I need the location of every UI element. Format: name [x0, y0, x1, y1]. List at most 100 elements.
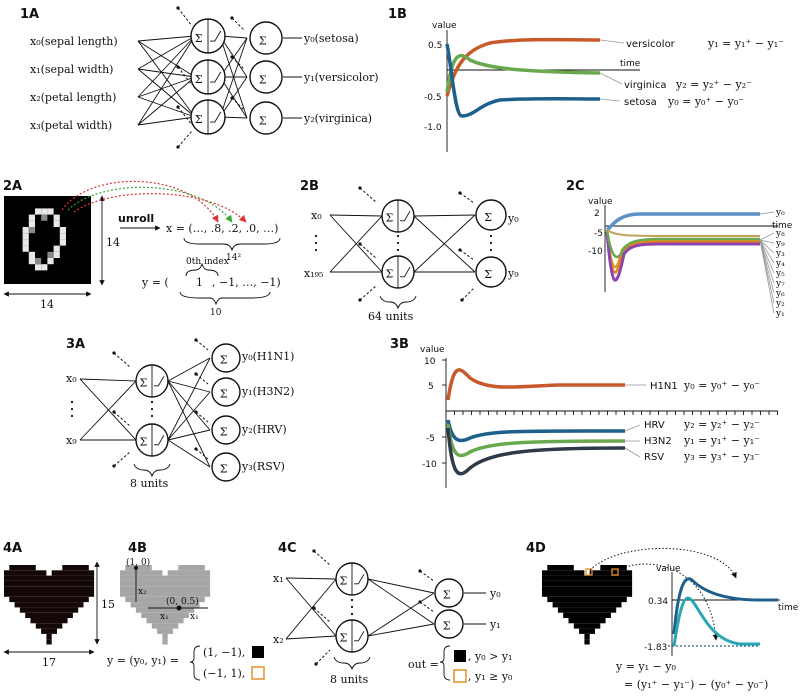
net4c-input-bottom: x₂ [273, 633, 284, 646]
chart-4d: value time 0.34 -1.83 [644, 564, 799, 656]
net3a-units-label: 8 units [130, 477, 169, 490]
unroll-label: unroll [118, 212, 154, 225]
heart-x2-label: x₂ [138, 587, 147, 597]
chart-1b-series-setosa [445, 43, 601, 118]
net3a-input-top: x₀ [66, 372, 77, 385]
net3a-output-node-0 [211, 343, 241, 373]
panel-label-1b: 1B [388, 7, 407, 22]
chart-2c-tick-0: 2 [594, 209, 600, 219]
svg-text:Σ: Σ [484, 268, 492, 281]
chart-3b: value 10 5 -5 -10 H1N1 y₀ = y₀⁺ − y₀⁻ HR… [420, 345, 778, 488]
chart-3b-value-label: value [420, 345, 445, 355]
index-brace [185, 262, 219, 277]
heart-black [4, 565, 95, 645]
chart-1b-eq-versicolor: y₁ = y₁⁺ − y₁⁻ [707, 37, 784, 50]
chart-3b-tick-3: -10 [422, 460, 437, 470]
chart-1b-value-label: value [432, 21, 457, 31]
chart-3b-series-hrv [446, 419, 626, 443]
panel-label-2c: 2C [566, 179, 585, 194]
svg-text:Σ: Σ [220, 354, 228, 367]
chart-3b-series-rsv [446, 427, 626, 476]
panel-label-2a: 2A [3, 179, 22, 194]
net4c-input-top: x₁ [273, 572, 284, 585]
y-vector-left: y = ( [141, 276, 169, 289]
heart-network: Σ Σ Σ Σ [285, 549, 486, 666]
svg-text:Σ: Σ [220, 426, 228, 439]
chart-1b-label-setosa: setosa [624, 97, 657, 108]
iris-input-1: x₁(sepal width) [30, 63, 113, 76]
net4c-units-brace [333, 656, 371, 671]
heart-y-def: y = (y₀, y₁) = [106, 654, 179, 667]
net2b-input-top: x₀ [311, 209, 322, 222]
panel-label-1a: 1A [20, 7, 39, 22]
net3a-output-3: y₃(RSV) [241, 460, 285, 473]
net3a-output-node-3 [211, 452, 241, 482]
chart-2c-tick-1: -5 [594, 229, 603, 239]
svg-text:Σ: Σ [386, 268, 394, 281]
chart-2c-label-1: y₈ [775, 229, 785, 239]
svg-text:Σ: Σ [140, 436, 148, 449]
x-vector-brace [183, 237, 281, 252]
chart-3b-eq-rsv: y₃ = y₃⁺ − y₃⁻ [683, 450, 760, 463]
net2b-units-brace [379, 295, 417, 310]
panel-label-2b: 2B [300, 179, 319, 194]
net2b-output-node-1 [475, 256, 507, 288]
svg-text:Σ: Σ [195, 32, 203, 45]
chart-2c-label-3: y₃ [775, 249, 785, 259]
svg-text:Σ: Σ [259, 34, 267, 47]
chart-2c-time-label: time [772, 221, 793, 231]
panel-label-4b: 4B [128, 541, 147, 556]
chart-1b-tick-2: -1.0 [424, 123, 442, 133]
svg-text:Σ: Σ [195, 113, 203, 126]
chart-2c-label-0: y₀ [775, 208, 785, 218]
panel-label-4c: 4C [278, 541, 297, 556]
chart-1b-eq-virginica: y₂ = y₂⁺ − y₂⁻ [675, 78, 752, 91]
chart-4d-value-label: value [656, 564, 681, 574]
net3a-output-node-2 [211, 415, 241, 445]
net3a-output-1: y₁(H3N2) [241, 385, 294, 398]
iris-output-0: y₀(setosa) [303, 32, 359, 45]
panel-label-4a: 4A [3, 541, 22, 556]
net2b-units-label: 64 units [368, 310, 414, 323]
mnist-network: Σ Σ Σ Σ [314, 186, 507, 302]
y-vector-length: 10 [210, 308, 222, 318]
net2b-output-bottom: y₉ [507, 267, 519, 280]
chart-1b-series-virginica [445, 53, 601, 93]
net2b-output-top: y₀ [507, 212, 519, 225]
chart-1b-time-label: time [620, 59, 641, 69]
flu-network: Σ Σ Σ Σ Σ Σ [70, 338, 241, 482]
iris-input-0: x₀(sepal length) [30, 35, 118, 48]
mnist-height-label: 14 [106, 236, 120, 249]
net4c-units-label: 8 units [330, 673, 369, 686]
chart-1b-eq-setosa: y₀ = y₀⁺ − y₀⁻ [667, 95, 744, 108]
chart-2c-label-4: y₄ [775, 259, 785, 269]
net4c-output-node-1 [434, 609, 464, 639]
chart-4d-tick-0: 0.34 [648, 597, 668, 607]
chart-1b-label-versicolor: versicolor [626, 39, 676, 50]
heart-corner-label: (1, 0) [126, 557, 150, 568]
chart-3b-tick-2: -5 [426, 434, 435, 444]
y-vector-one: 1 [196, 276, 203, 289]
chart-3b-eq-hrv: y₂ = y₂⁺ − y₂⁻ [683, 418, 760, 431]
chart-3b-label-hrv: HRV [644, 420, 665, 431]
iris-output-node-2 [249, 101, 283, 135]
chart-3b-eq-h3n2: y₁ = y₁⁺ − y₁⁻ [683, 434, 760, 447]
net2b-output-node-0 [475, 199, 507, 231]
chart-1b: value time 0.5 -0.5 -1.0 versicolor y₁ =… [424, 21, 784, 152]
chart-3b-tick-1: 5 [428, 382, 434, 392]
panel-label-4d: 4D [526, 541, 546, 556]
chart-2c-value-label: value [588, 197, 613, 207]
index-label: 0th index [186, 257, 229, 267]
heart-center-label: (0, 0.5) [166, 596, 199, 607]
panel-label-3a: 3A [66, 337, 85, 352]
panel-label-3b: 3B [390, 337, 409, 352]
svg-text:Σ: Σ [484, 211, 492, 224]
iris-input-3: x₃(petal width) [30, 119, 112, 132]
chart-1b-label-virginica: virginica [624, 80, 667, 91]
svg-text:Σ: Σ [195, 73, 203, 86]
chart-3b-label-rsv: RSV [644, 452, 664, 463]
chart-3b-series-h1n1 [446, 368, 625, 401]
iris-output-2: y₂(virginica) [303, 112, 372, 125]
iris-input-2: x₂(petal length) [30, 91, 116, 104]
chart-4d-eq-2: = (y₁⁺ − y₁⁻) − (y₀⁺ − y₀⁻) [624, 678, 768, 691]
